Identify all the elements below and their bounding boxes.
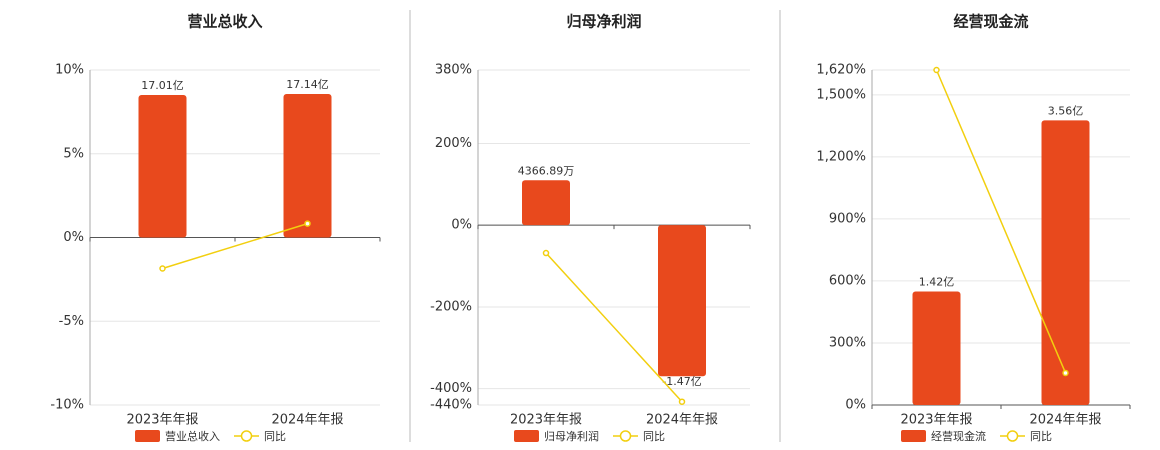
y-tick-label: 200% bbox=[435, 136, 472, 151]
value-label: 3.56亿 bbox=[1048, 104, 1084, 117]
y-tick-label: 5% bbox=[63, 146, 84, 161]
legend-swatch bbox=[901, 430, 926, 442]
value-label: 4366.89万 bbox=[518, 164, 575, 177]
chart-title: 归母净利润 bbox=[566, 13, 641, 31]
line-marker bbox=[304, 220, 311, 227]
y-tick-label: 300% bbox=[829, 335, 866, 350]
legend-label: 经营现金流 bbox=[931, 429, 986, 443]
y-tick-label: 0% bbox=[451, 218, 472, 233]
value-label: 17.01亿 bbox=[141, 79, 184, 92]
value-label: -1.47亿 bbox=[662, 375, 701, 388]
legend-label: 同比 bbox=[1030, 430, 1052, 443]
x-tick-label: 2023年年报 bbox=[510, 413, 582, 428]
bar bbox=[522, 180, 570, 226]
legend-swatch bbox=[619, 430, 632, 442]
y-tick-label: 380% bbox=[435, 63, 472, 78]
y-tick-label: 10% bbox=[55, 63, 84, 78]
legend-swatch bbox=[240, 430, 253, 442]
chart-title: 经营现金流 bbox=[953, 13, 1028, 31]
legend-swatch bbox=[514, 430, 539, 442]
y-tick-label: 1,200% bbox=[816, 149, 866, 164]
y-tick-label: -10% bbox=[50, 398, 84, 413]
y-tick-label: -400% bbox=[430, 381, 472, 396]
bar bbox=[283, 93, 332, 238]
line-marker bbox=[678, 398, 686, 405]
x-tick-label: 2023年年报 bbox=[126, 413, 198, 428]
bar bbox=[1041, 120, 1090, 405]
value-label: 1.42亿 bbox=[919, 275, 955, 288]
line-marker bbox=[1062, 369, 1069, 377]
y-tick-label: -5% bbox=[59, 314, 84, 329]
line bbox=[545, 252, 683, 403]
legend-swatch bbox=[1006, 430, 1019, 442]
y-tick-label: 600% bbox=[829, 273, 866, 288]
y-tick-label: -440% bbox=[430, 398, 472, 413]
legend-label: 归母净利润 bbox=[544, 429, 599, 443]
y-tick-label: 0% bbox=[63, 230, 84, 245]
y-tick-label: 1,500% bbox=[816, 87, 866, 102]
x-tick-label: 2023年年报 bbox=[900, 413, 972, 428]
line-marker bbox=[933, 66, 940, 74]
legend-label: 同比 bbox=[264, 430, 286, 443]
x-tick-label: 2024年年报 bbox=[271, 413, 343, 428]
chart-title: 营业总收入 bbox=[187, 13, 262, 31]
line-marker bbox=[159, 265, 166, 272]
bar bbox=[138, 95, 187, 238]
legend-swatch bbox=[135, 430, 160, 442]
y-tick-label: 1,620% bbox=[816, 63, 866, 78]
line-marker bbox=[542, 249, 550, 257]
y-tick-label: 900% bbox=[829, 211, 866, 226]
value-label: 17.14亿 bbox=[286, 78, 329, 91]
y-tick-label: -200% bbox=[430, 299, 472, 314]
x-tick-label: 2024年年报 bbox=[1029, 413, 1101, 428]
y-tick-label: 0% bbox=[845, 398, 866, 413]
x-tick-label: 2024年年报 bbox=[646, 413, 718, 428]
bar bbox=[912, 291, 961, 405]
legend-label: 同比 bbox=[643, 430, 665, 443]
bar bbox=[658, 225, 706, 377]
legend-label: 营业总收入 bbox=[165, 429, 220, 443]
line bbox=[935, 69, 1067, 374]
line bbox=[162, 222, 308, 270]
